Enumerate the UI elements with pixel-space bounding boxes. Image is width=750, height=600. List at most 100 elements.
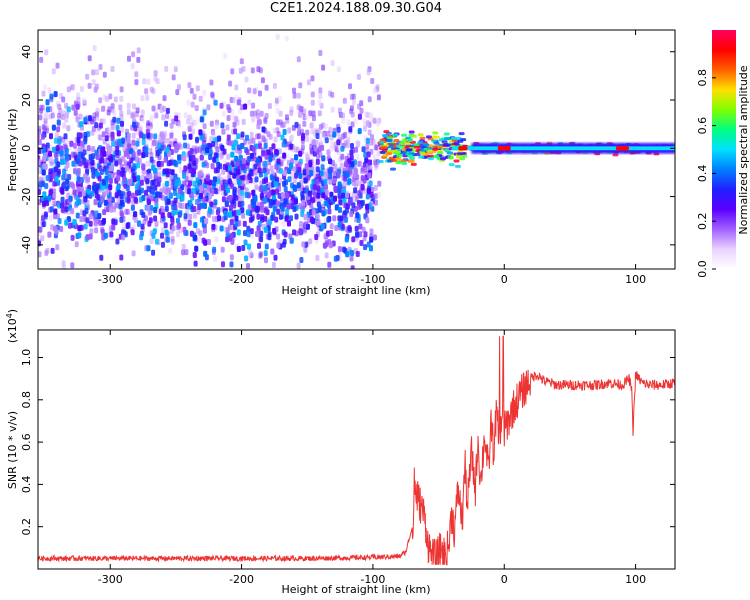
heatmap-cell bbox=[273, 254, 278, 261]
heatmap-cell bbox=[214, 143, 219, 150]
heatmap-cell bbox=[358, 223, 363, 230]
heatmap-cell bbox=[144, 151, 149, 158]
heatmap-cell bbox=[131, 250, 136, 257]
heatmap-cell bbox=[222, 163, 227, 170]
heatmap-cell bbox=[355, 153, 360, 160]
heatmap-cell bbox=[44, 111, 49, 117]
heatmap-cell bbox=[256, 213, 261, 220]
heatmap-cell bbox=[57, 138, 62, 145]
heatmap-cell bbox=[162, 168, 167, 175]
heatmap-cell bbox=[316, 192, 321, 199]
heatmap-cell bbox=[71, 84, 76, 90]
heatmap-cell bbox=[339, 215, 344, 222]
heatmap-cell bbox=[407, 138, 413, 142]
heatmap-cell bbox=[447, 151, 454, 155]
heatmap-cell bbox=[199, 116, 204, 123]
heatmap-cell bbox=[90, 190, 95, 197]
heatmap-cell bbox=[323, 183, 328, 190]
heatmap-cell bbox=[223, 210, 228, 217]
heatmap-cell bbox=[101, 131, 106, 138]
heatmap-cell bbox=[134, 184, 139, 191]
heatmap-cell bbox=[174, 208, 179, 215]
heatmap-cell bbox=[419, 136, 426, 140]
heatmap-cell bbox=[95, 183, 100, 190]
y-tick-label: 0.8 bbox=[20, 391, 33, 409]
heatmap-cell bbox=[241, 245, 246, 251]
heatmap-cell bbox=[149, 238, 154, 245]
heatmap-cell bbox=[90, 166, 95, 173]
heatmap-cell bbox=[91, 145, 96, 152]
heatmap-cell bbox=[324, 252, 329, 259]
heatmap-cell bbox=[61, 174, 66, 181]
heatmap-cell bbox=[86, 188, 91, 195]
heatmap-cell bbox=[261, 150, 266, 157]
heatmap-cell bbox=[290, 194, 295, 201]
heatmap-cell bbox=[153, 172, 158, 179]
heatmap-cell bbox=[319, 170, 324, 177]
heatmap-cell bbox=[230, 114, 235, 121]
heatmap-cell bbox=[93, 211, 98, 217]
heatmap-cell bbox=[112, 109, 116, 116]
heatmap-cell bbox=[329, 230, 333, 236]
heatmap-cell bbox=[354, 180, 359, 187]
heatmap-cell bbox=[93, 199, 98, 206]
heatmap-cell bbox=[337, 221, 342, 228]
heatmap-cell bbox=[294, 121, 299, 128]
heatmap-cell bbox=[301, 241, 306, 248]
heatmap-cell bbox=[357, 103, 361, 110]
heatmap-cell bbox=[125, 222, 130, 229]
heatmap-cell bbox=[40, 104, 45, 111]
heatmap-cell bbox=[135, 107, 140, 114]
heatmap-cell bbox=[86, 145, 91, 152]
heatmap-cell bbox=[432, 131, 439, 135]
heatmap-cell bbox=[365, 217, 370, 224]
heatmap-cell bbox=[431, 135, 438, 139]
heatmap-cell bbox=[166, 198, 171, 205]
heatmap-cell bbox=[341, 112, 345, 119]
heatmap-cell bbox=[140, 117, 145, 123]
heatmap-cell bbox=[48, 214, 53, 221]
heatmap-cell bbox=[132, 117, 137, 123]
heatmap-cell bbox=[243, 103, 248, 110]
heatmap-cell bbox=[182, 134, 187, 141]
heatmap-cell bbox=[213, 188, 218, 195]
heatmap-cell bbox=[95, 69, 99, 76]
heatmap-cell bbox=[249, 153, 254, 159]
heatmap-cell bbox=[226, 134, 231, 141]
heatmap-cell bbox=[221, 110, 226, 117]
heatmap-cell bbox=[220, 144, 225, 151]
heatmap-cell bbox=[304, 163, 309, 170]
heatmap-cell bbox=[228, 164, 232, 171]
heatmap-cell bbox=[313, 145, 318, 152]
heatmap-cell bbox=[174, 115, 179, 122]
heatmap-cell bbox=[70, 208, 75, 215]
heatmap-cell bbox=[274, 149, 279, 155]
heatmap-cell bbox=[181, 244, 186, 250]
heatmap-cell bbox=[394, 150, 401, 154]
heatmap-cell bbox=[321, 210, 326, 217]
heatmap-cell bbox=[62, 181, 67, 188]
heatmap-cell bbox=[211, 130, 216, 137]
heatmap-cell bbox=[135, 140, 140, 147]
heatmap-cell bbox=[115, 149, 120, 156]
heatmap-cell bbox=[192, 93, 197, 100]
heatmap-cell bbox=[298, 111, 302, 118]
heatmap-cell bbox=[386, 139, 393, 142]
heatmap-cell bbox=[236, 99, 241, 106]
heatmap-cell bbox=[183, 112, 188, 119]
heatmap-cell bbox=[227, 139, 232, 146]
heatmap-cell bbox=[244, 192, 249, 198]
heatmap-cell bbox=[65, 138, 70, 145]
heatmap-cell bbox=[270, 248, 275, 255]
heatmap-cell bbox=[234, 84, 239, 91]
heatmap-cell bbox=[427, 157, 434, 161]
heatmap-cell bbox=[221, 261, 225, 268]
heatmap-cell bbox=[326, 130, 331, 137]
heatmap-cell bbox=[373, 234, 377, 241]
heatmap-cell bbox=[276, 242, 281, 249]
heatmap-cell bbox=[38, 125, 42, 132]
heatmap-cell bbox=[109, 165, 114, 172]
heatmap-cell bbox=[171, 225, 176, 232]
heatmap-cell bbox=[236, 168, 241, 175]
